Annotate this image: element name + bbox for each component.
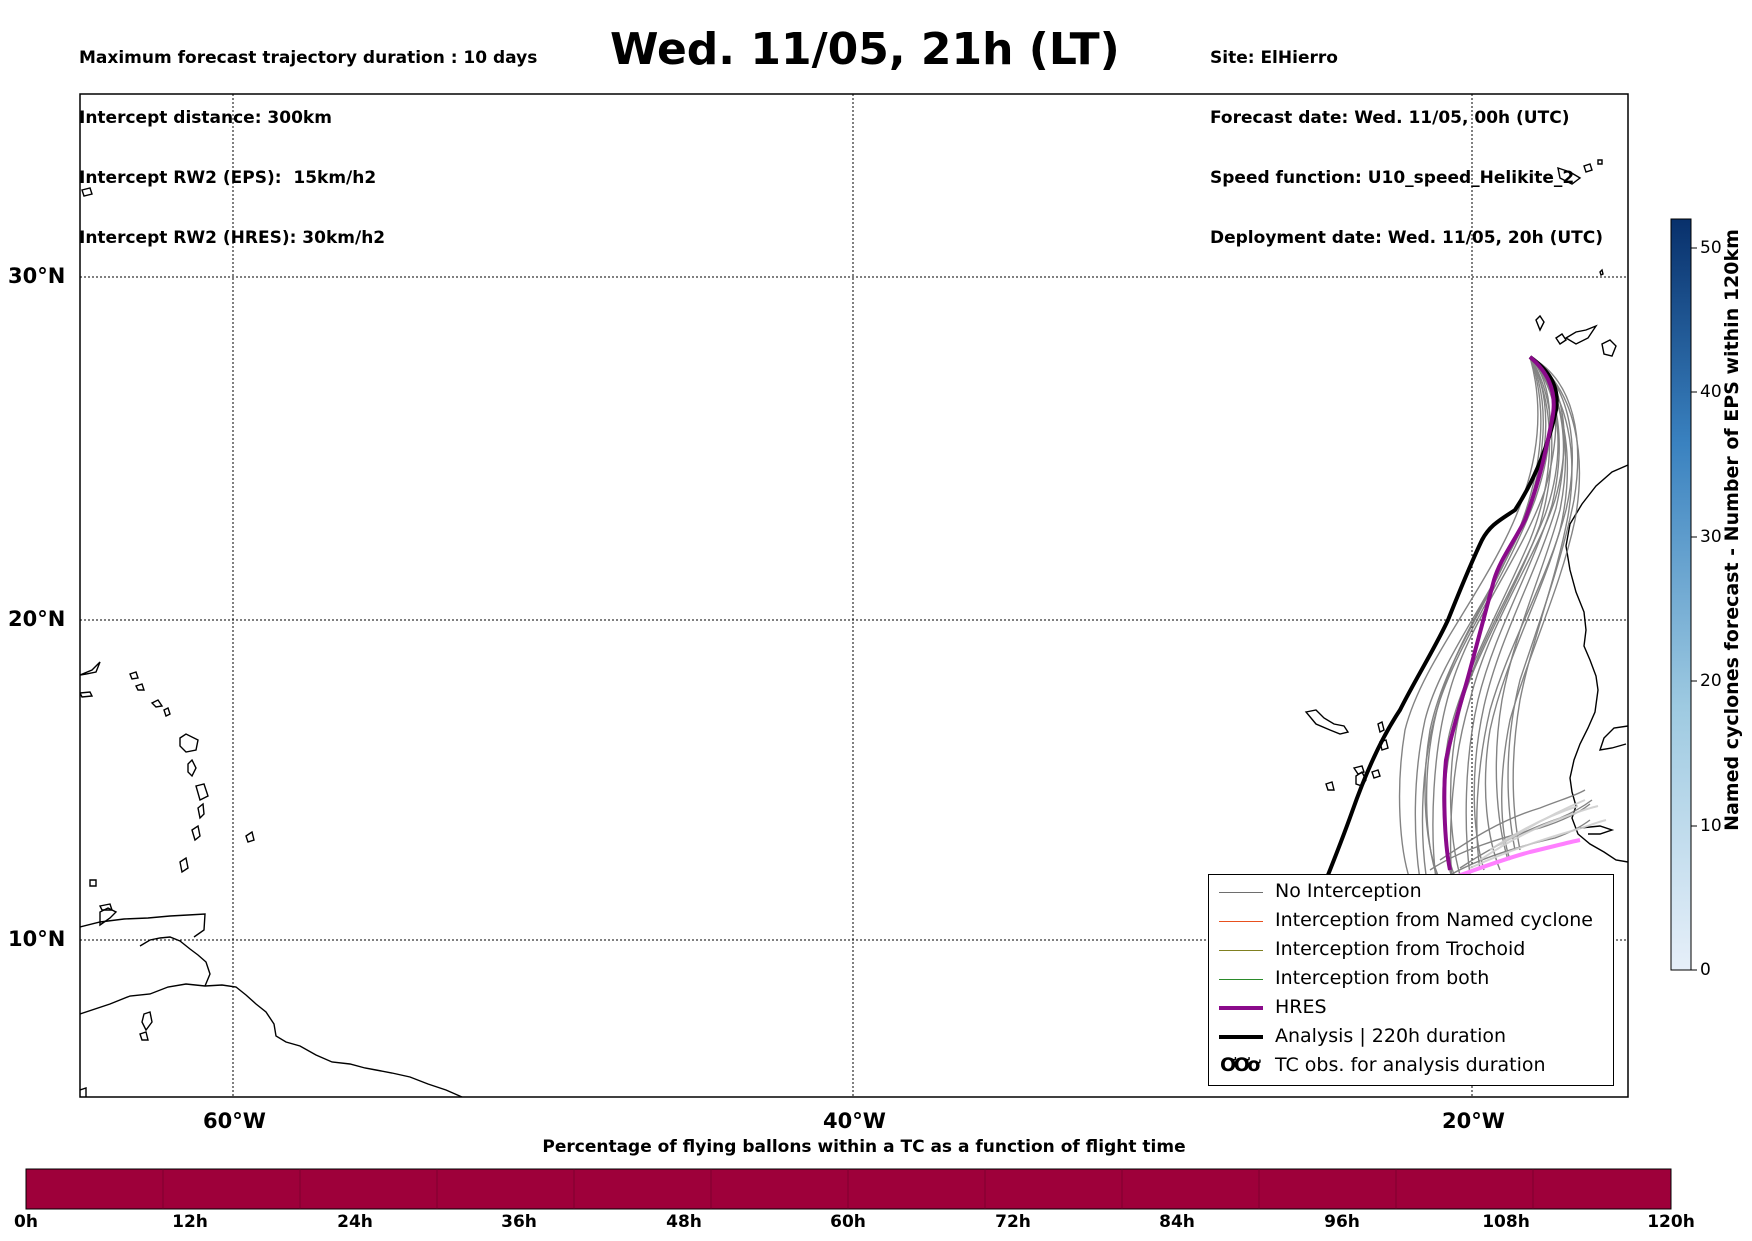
legend-label: Interception from Named cyclone bbox=[1275, 909, 1593, 931]
trajectories-light bbox=[1469, 799, 1607, 869]
info-intercept-distance: Intercept distance: 300km bbox=[79, 108, 332, 128]
timebar-tick-24h: 24h bbox=[337, 1212, 373, 1232]
colorbar-tick-0: 0 bbox=[1700, 960, 1711, 980]
timebar-tick-72h: 72h bbox=[995, 1212, 1031, 1232]
map-legend: No Interception Interception from Named … bbox=[1208, 874, 1614, 1086]
legend-label: TC obs. for analysis duration bbox=[1275, 1054, 1546, 1076]
info-speed-function: Speed function: U10_speed_Helikite_2 bbox=[1210, 168, 1575, 188]
coastline-americas bbox=[80, 187, 463, 1097]
colorbar-tick-20: 20 bbox=[1700, 671, 1722, 691]
legend-item-hres: HRES bbox=[1215, 994, 1613, 1023]
legend-item-both: Interception from both bbox=[1215, 965, 1613, 994]
legend-item-no-interception: No Interception bbox=[1215, 878, 1613, 907]
legend-swatch-no-interception bbox=[1219, 892, 1263, 893]
timebar-tick-36h: 36h bbox=[501, 1212, 537, 1232]
info-deployment-date: Deployment date: Wed. 11/05, 20h (UTC) bbox=[1210, 228, 1604, 248]
legend-label: No Interception bbox=[1275, 880, 1422, 902]
legend-item-analysis: Analysis | 220h duration bbox=[1215, 1023, 1613, 1052]
legend-label: Interception from Trochoid bbox=[1275, 938, 1526, 960]
legend-item-trochoid: Interception from Trochoid bbox=[1215, 936, 1613, 965]
legend-label: Interception from both bbox=[1275, 967, 1490, 989]
header-left-info: Maximum forecast trajectory duration : 1… bbox=[79, 8, 537, 268]
lat-label-30n: 30°N bbox=[8, 264, 66, 288]
tc-obs-icon: ƠƠơ bbox=[1220, 1054, 1260, 1076]
legend-item-named-cyclone: Interception from Named cyclone bbox=[1215, 907, 1613, 936]
lat-label-20n: 20°N bbox=[8, 607, 66, 631]
map-frame bbox=[79, 93, 1629, 1098]
trajectories-no-interception bbox=[1398, 356, 1593, 881]
timebar-segments bbox=[162, 1169, 1534, 1209]
hres-trajectory bbox=[1442, 355, 1556, 871]
timebar-title: Percentage of flying ballons within a TC… bbox=[542, 1137, 1186, 1157]
header-right-info: Site: ElHierro Forecast date: Wed. 11/05… bbox=[1210, 8, 1603, 268]
timebar-tick-0h: 0h bbox=[14, 1212, 38, 1232]
coastline-africa bbox=[1304, 159, 1628, 863]
timebar-tick-96h: 96h bbox=[1324, 1212, 1360, 1232]
colorbar bbox=[1670, 218, 1692, 971]
info-intercept-eps: Intercept RW2 (EPS): 15km/h2 bbox=[79, 168, 377, 188]
legend-label: HRES bbox=[1275, 996, 1327, 1018]
colorbar-tick-10: 10 bbox=[1700, 816, 1722, 836]
info-site: Site: ElHierro bbox=[1210, 48, 1338, 68]
info-intercept-hres: Intercept RW2 (HRES): 30km/h2 bbox=[79, 228, 386, 248]
colorbar-tick-50: 50 bbox=[1700, 238, 1722, 258]
timebar-tick-84h: 84h bbox=[1159, 1212, 1195, 1232]
timebar-tick-48h: 48h bbox=[666, 1212, 702, 1232]
legend-label: Analysis | 220h duration bbox=[1275, 1025, 1507, 1047]
hres-late-trajectory bbox=[1445, 838, 1581, 882]
page-title: Wed. 11/05, 21h (LT) bbox=[610, 24, 1120, 75]
timebar-tick-12h: 12h bbox=[172, 1212, 208, 1232]
colorbar-tick-40: 40 bbox=[1700, 382, 1722, 402]
legend-item-tc-obs: ƠƠơ TC obs. for analysis duration bbox=[1215, 1052, 1613, 1081]
legend-swatch-named-cyclone bbox=[1219, 921, 1263, 922]
lat-label-10n: 10°N bbox=[8, 927, 66, 951]
info-forecast-date: Forecast date: Wed. 11/05, 00h (UTC) bbox=[1210, 108, 1570, 128]
legend-swatch-trochoid bbox=[1219, 950, 1263, 951]
lon-label-60w: 60°W bbox=[203, 1109, 266, 1133]
legend-swatch-hres bbox=[1219, 1006, 1263, 1010]
legend-swatch-both bbox=[1219, 979, 1263, 980]
timebar-tick-108h: 108h bbox=[1482, 1212, 1530, 1232]
colorbar-title: Named cyclones forecast - Number of EPS … bbox=[1721, 229, 1743, 831]
analysis-trajectory bbox=[1324, 355, 1559, 881]
lon-label-40w: 40°W bbox=[823, 1109, 886, 1133]
lon-label-20w: 20°W bbox=[1442, 1109, 1505, 1133]
info-trajectory-duration: Maximum forecast trajectory duration : 1… bbox=[79, 48, 538, 68]
legend-swatch-analysis bbox=[1219, 1035, 1263, 1039]
colorbar-tick-30: 30 bbox=[1700, 527, 1722, 547]
timebar-tick-60h: 60h bbox=[830, 1212, 866, 1232]
timebar-tick-120h: 120h bbox=[1647, 1212, 1695, 1232]
colorbar-ticks bbox=[1691, 247, 1697, 971]
